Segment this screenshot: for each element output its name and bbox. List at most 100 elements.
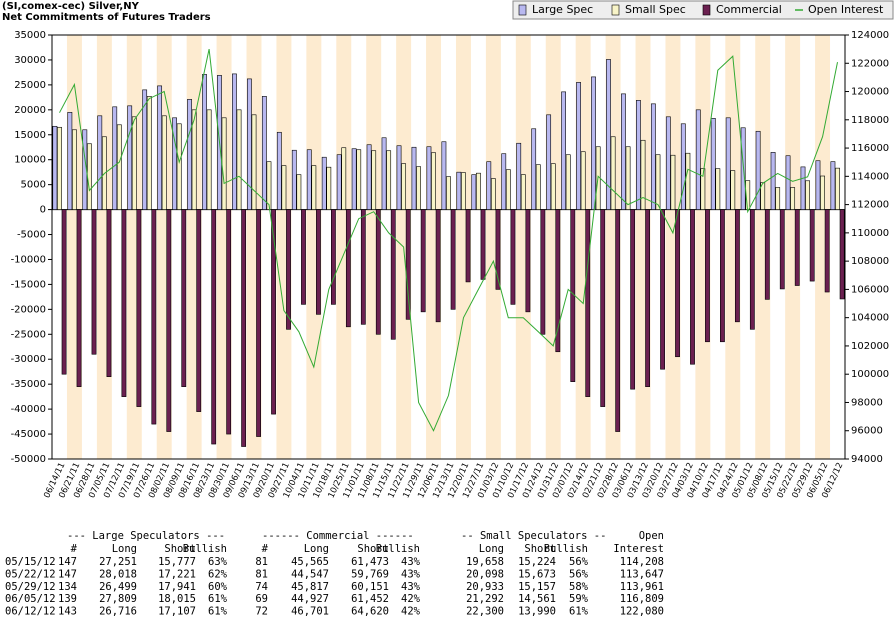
cell: 17,107 <box>158 606 196 618</box>
legend-label: Open Interest <box>808 3 884 16</box>
bar <box>57 126 62 210</box>
bar <box>670 154 676 210</box>
bar <box>131 116 137 210</box>
cell: 42% <box>401 593 421 605</box>
bar <box>839 209 845 300</box>
bar <box>606 59 611 210</box>
legend-swatch <box>611 4 620 16</box>
cell: 46,701 <box>291 606 329 618</box>
cell: 42% <box>401 606 421 618</box>
row-date: 05/15/12 <box>5 556 56 568</box>
cell: 26,716 <box>99 606 137 618</box>
y2-tick-label: 112000 <box>851 200 889 211</box>
cell: 60% <box>208 581 228 593</box>
group-header: -- Small Speculators -- <box>461 530 606 542</box>
y-tick-label: 30000 <box>14 55 46 66</box>
bar <box>490 178 496 210</box>
bar <box>196 209 202 412</box>
bar <box>286 209 291 330</box>
cell: 17,221 <box>158 568 196 580</box>
bar <box>316 209 321 315</box>
y-tick-label: -50000 <box>11 454 46 465</box>
band <box>366 35 382 459</box>
bar <box>401 163 407 210</box>
cell: 74 <box>255 581 268 593</box>
bar <box>360 209 366 325</box>
cell: 43% <box>401 556 421 568</box>
bar <box>157 85 163 210</box>
bar <box>246 78 252 210</box>
cell: 45,817 <box>291 581 329 593</box>
bar <box>97 115 103 210</box>
group-header: ------ Commercial ------ <box>262 530 414 542</box>
bar <box>336 154 342 210</box>
cell: 147 <box>58 568 77 580</box>
cell: 61% <box>208 606 228 618</box>
y-tick-label: -10000 <box>11 254 46 265</box>
bar <box>206 109 212 210</box>
cell: 14,561 <box>518 593 556 605</box>
bar <box>381 137 387 210</box>
bar <box>311 165 317 210</box>
y-tick-label: 25000 <box>14 80 46 91</box>
y-tick-label: -30000 <box>11 354 46 365</box>
bar <box>540 209 546 335</box>
bar <box>555 209 561 353</box>
column-header: Bullish <box>183 543 227 555</box>
bar <box>600 209 606 407</box>
bar <box>390 209 396 340</box>
bar <box>176 123 182 210</box>
bar <box>710 118 716 210</box>
bar <box>630 209 636 390</box>
bar <box>112 106 118 210</box>
y2-tick-label: 122000 <box>851 58 889 69</box>
bar <box>116 124 122 210</box>
cell: 44,547 <box>291 568 329 580</box>
bar <box>356 149 362 210</box>
bar <box>435 209 441 323</box>
bar <box>730 170 736 210</box>
chart-title: (SI,comex-cec) Silver,NY <box>2 1 140 12</box>
bar <box>800 166 806 210</box>
bar <box>591 76 596 210</box>
bar <box>471 174 477 210</box>
bar <box>241 209 247 447</box>
y-tick-label: -35000 <box>11 379 46 390</box>
cell: 114,208 <box>620 556 664 568</box>
y2-tick-label: 94000 <box>851 454 883 465</box>
bar <box>326 166 332 210</box>
bar <box>127 105 133 210</box>
bar <box>785 155 791 210</box>
y-tick-label: 15000 <box>14 130 46 141</box>
y2-tick-label: 118000 <box>851 115 889 126</box>
bar <box>476 172 481 210</box>
bar <box>52 125 58 210</box>
bar <box>76 209 82 387</box>
column-header: Bullish <box>376 543 420 555</box>
bar <box>291 149 297 210</box>
bar <box>366 144 372 210</box>
bar <box>794 209 800 286</box>
column-header: Interest <box>613 543 664 555</box>
cell: 61,473 <box>351 556 389 568</box>
bar <box>610 136 616 210</box>
bar <box>306 149 312 210</box>
bar <box>585 209 591 397</box>
y2-tick-label: 102000 <box>851 341 889 352</box>
band <box>815 35 831 459</box>
cell: 27,809 <box>99 593 137 605</box>
bar <box>480 209 486 280</box>
cell: 61% <box>569 606 589 618</box>
bar <box>341 147 347 210</box>
band <box>306 35 322 459</box>
bar <box>276 131 282 210</box>
bar <box>510 209 516 305</box>
bar <box>446 176 451 210</box>
row-date: 05/22/12 <box>5 568 56 580</box>
column-header: Short <box>164 543 196 555</box>
y-tick-label: -25000 <box>11 329 46 340</box>
bar <box>705 209 710 343</box>
bar <box>580 151 586 210</box>
table: --- Large Speculators --- ------ Commerci… <box>5 530 664 618</box>
